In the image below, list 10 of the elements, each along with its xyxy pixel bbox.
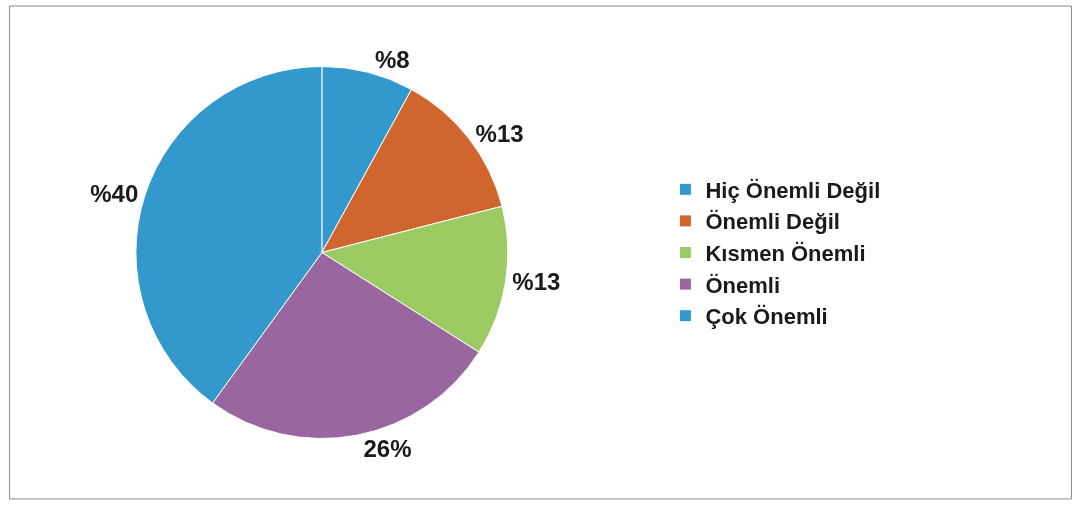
legend-label: Çok Önemli bbox=[705, 304, 828, 330]
data-label: 26% bbox=[363, 434, 412, 462]
legend-label: Önemli bbox=[705, 272, 780, 298]
data-label: %13 bbox=[512, 268, 561, 296]
legend-label: Hiç Önemli Değil bbox=[705, 177, 881, 203]
data-label: %13 bbox=[475, 119, 524, 147]
legend-label: Önemli Değil bbox=[705, 209, 840, 235]
data-label: %40 bbox=[90, 180, 139, 208]
legend-label: Kısmen Önemli bbox=[705, 241, 866, 267]
data-label: %8 bbox=[374, 46, 410, 74]
